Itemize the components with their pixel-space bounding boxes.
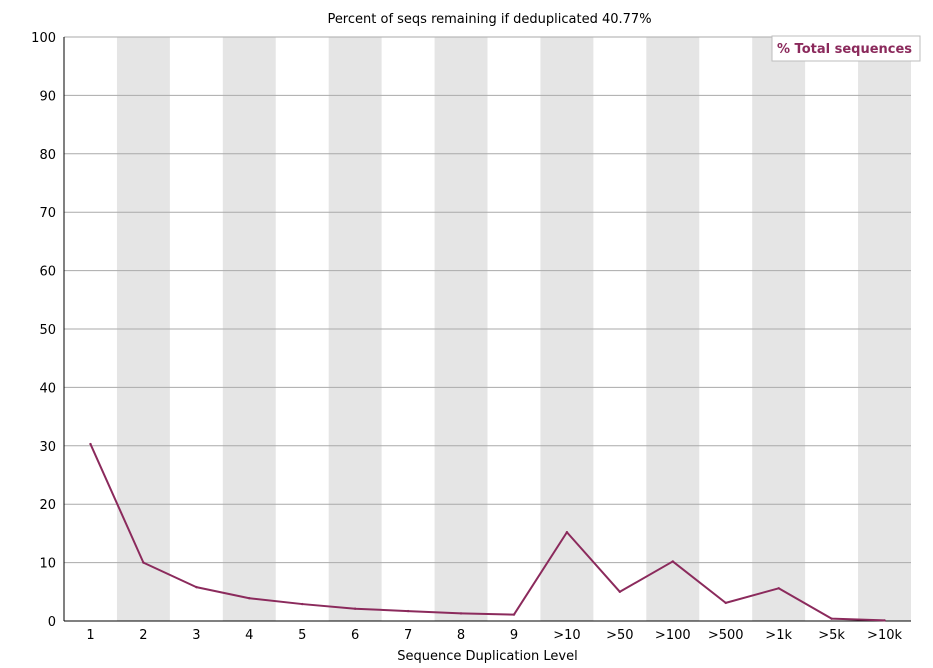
x-tick-label-5: 5 xyxy=(298,628,306,643)
data-point-5 xyxy=(301,602,304,606)
x-tick-label-9: 9 xyxy=(510,628,518,643)
series-line-0 xyxy=(89,443,885,622)
x-tick-label->100: >100 xyxy=(655,628,691,643)
y-tick-labels: 0 10 20 30 40 50 60 70 80 90 100 xyxy=(31,31,56,630)
data-point->1k xyxy=(777,587,780,590)
data-point->100 xyxy=(671,560,674,563)
x-tick-label-7: 7 xyxy=(404,628,412,643)
y-tick-label-70: 70 xyxy=(39,206,56,221)
y-tick-label-90: 90 xyxy=(39,89,56,104)
x-tick-label-2: 2 xyxy=(139,628,147,643)
y-tick-label-60: 60 xyxy=(39,265,56,280)
x-tick-label->10k: >10k xyxy=(867,628,902,643)
y-tick-label-40: 40 xyxy=(39,381,56,396)
y-tick-label-100: 100 xyxy=(31,31,56,46)
x-tick-label->5k: >5k xyxy=(818,628,845,643)
x-axis-label: Sequence Duplication Level xyxy=(397,649,577,664)
data-point-4 xyxy=(248,597,251,600)
y-tick-label-50: 50 xyxy=(39,323,56,338)
data-point->10k xyxy=(883,619,886,622)
data-point-6 xyxy=(353,607,357,610)
y-tick-label-80: 80 xyxy=(39,148,56,163)
x-tick-label-4: 4 xyxy=(245,628,253,643)
series-layer xyxy=(89,442,886,622)
data-point-1 xyxy=(89,442,92,446)
x-tick-label->1k: >1k xyxy=(765,628,792,643)
x-tick-label-1: 1 xyxy=(86,628,94,643)
data-point-2 xyxy=(142,561,145,564)
x-tick-label->500: >500 xyxy=(708,628,744,643)
data-point-9 xyxy=(512,613,516,616)
data-point-3 xyxy=(195,585,198,589)
legend-box xyxy=(771,35,921,62)
y-tick-label-30: 30 xyxy=(39,440,56,455)
x-tick-label-6: 6 xyxy=(351,628,359,643)
data-point-8 xyxy=(459,612,463,615)
x-tick-label->50: >50 xyxy=(606,628,633,643)
x-tick-labels: 1 2 3 4 5 6 7 8 9 >10 >50 >100 >500 >1k >5k >10k xyxy=(86,628,902,643)
data-point->10 xyxy=(565,531,569,534)
data-point-7 xyxy=(406,609,410,613)
chart-title: Percent of seqs remaining if deduplicate… xyxy=(327,12,651,27)
x-tick-label->10: >10 xyxy=(553,628,580,643)
x-tick-label-3: 3 xyxy=(192,628,200,643)
x-tick-label-8: 8 xyxy=(457,628,465,643)
legend: % Total sequences xyxy=(771,35,921,62)
data-point->5k xyxy=(830,617,833,620)
gridlines xyxy=(64,36,911,564)
data-point->500 xyxy=(724,601,727,605)
legend-series-label: % Total sequences xyxy=(777,42,912,57)
data-point->50 xyxy=(618,590,622,593)
y-tick-label-0: 0 xyxy=(48,615,56,630)
y-tick-label-20: 20 xyxy=(39,498,56,513)
y-tick-label-10: 10 xyxy=(39,557,56,572)
